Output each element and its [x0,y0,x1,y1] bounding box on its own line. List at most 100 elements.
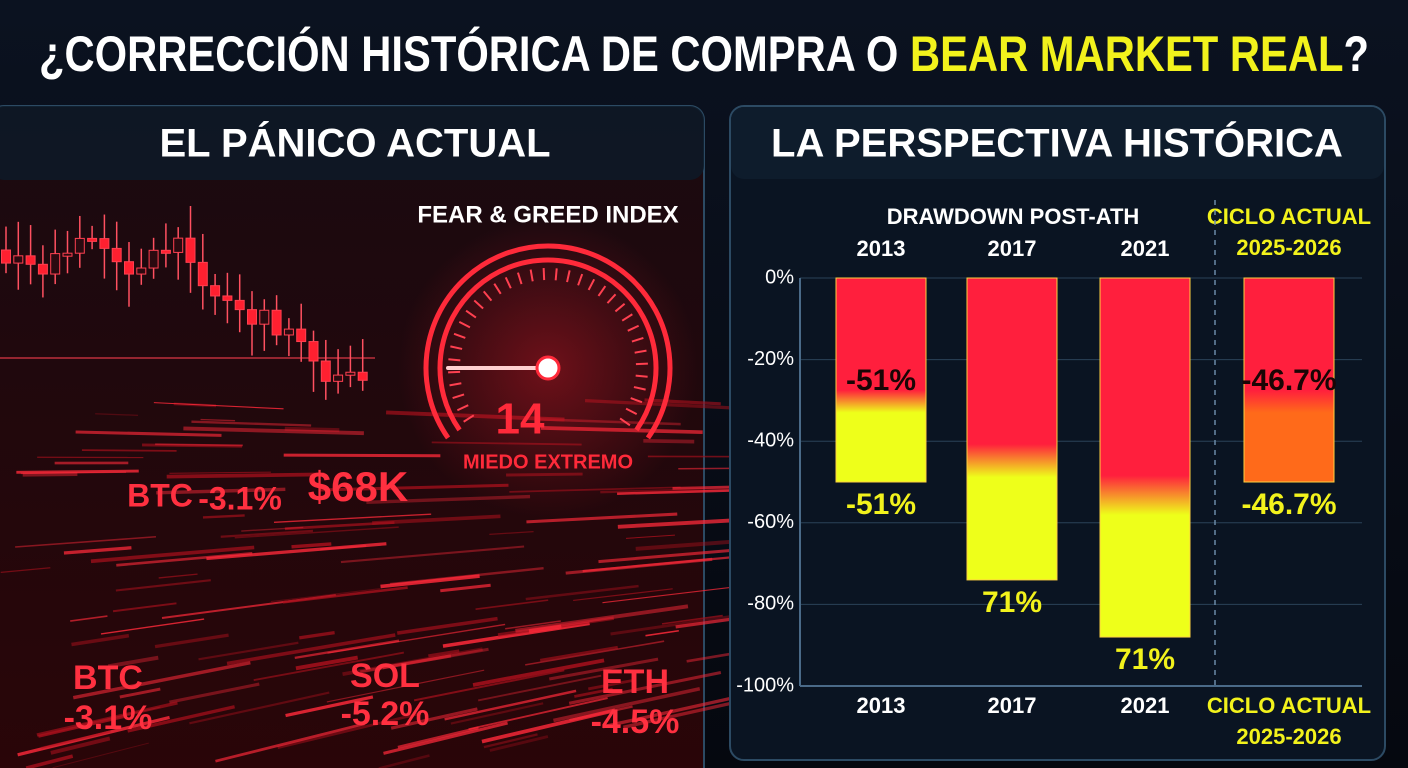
decor-streak [107,655,159,669]
decor-streak [191,420,312,427]
gauge [423,243,673,440]
gauge-tick [634,349,647,354]
decor-streak [70,615,108,622]
decor-streak [342,647,483,677]
decor-streak [539,645,618,662]
decor-streak [528,624,562,633]
decor-streak [25,754,74,768]
decor-streak [625,534,675,539]
decor-streak [284,426,340,433]
decor-streak [299,631,335,640]
decor-streak [270,588,381,603]
x-tick-label: 2021 [1121,693,1170,718]
decor-streak [189,691,330,725]
decor-streak [234,526,399,539]
gauge-tick [577,273,584,286]
decor-candle [247,309,257,325]
gauge-tick [630,397,643,404]
decor-streak [241,526,304,532]
decor-streak [155,443,243,447]
ticker-change: -4.5% [591,703,680,741]
decor-candle [160,249,171,254]
gauge-tick [619,417,631,427]
bar [966,277,1058,581]
decor-streak [95,413,139,416]
decor-candle [37,263,48,275]
decor-streak [390,707,478,730]
gauge-tick [516,272,523,285]
decor-streak [50,736,111,755]
gauge-tick [452,393,465,400]
decor-streak [153,402,284,410]
bar-label: 71% [982,586,1042,619]
y-tick-label: -20% [747,348,794,370]
gauge-tick [635,362,648,366]
decor-streak [81,449,177,452]
inner-label: -46.7% [1241,364,1336,397]
gauge-tick [587,278,596,291]
decor-candle [136,267,147,275]
decor-streak [0,567,51,573]
x-tick-label: 2013 [857,236,906,261]
decor-candle [111,247,122,263]
decor-streak [468,697,608,731]
gauge-tick [473,299,484,310]
gauge-tick [542,268,546,281]
decor-candle [25,255,36,265]
gauge-arc [423,243,673,440]
headline-change: -3.1% [198,480,282,516]
ticker-name: BTC [73,659,143,697]
decor-streak [568,671,722,705]
decor-streak [483,733,538,749]
decor-candle [1,249,11,264]
gauge-tick [453,332,466,339]
decor-streak [515,604,689,633]
decor-streak [116,551,253,567]
y-tick-label: -60% [747,511,794,533]
gauge-tick [554,268,558,281]
decor-candle [74,237,85,254]
decor-streak [450,702,544,725]
decor-streak [360,647,489,674]
decor-streak [220,529,314,538]
decor-streak [645,630,679,637]
decor-streak [154,633,229,649]
decor-streak [283,453,441,458]
decor-streak [472,658,605,687]
decor-streak [226,633,396,666]
y-tick-label: 0% [765,266,794,288]
x-tick-label: CICLO ACTUAL 2025-2026 [1207,204,1371,260]
decor-streak [413,669,565,702]
decor-candle [99,238,110,249]
decor-streak [553,687,701,723]
decor-streak [380,574,480,589]
decor-streak [75,430,222,437]
x-tick-label: 2013 [857,693,906,718]
decor-streak [183,426,364,436]
decor-streak [100,618,205,635]
decor-streak [442,621,590,648]
decor-streak [320,545,367,551]
decor-candle [271,309,282,336]
gauge-tick [493,283,502,295]
decor-candle [234,299,245,311]
chart: 0% -20% -40% -60% -80% -100% 2013 2013 -51% -51% 2… [736,200,1371,749]
decor-streak [200,418,236,422]
title-part: ? [1344,26,1369,82]
decor-candle [87,237,98,242]
decor-streak [661,614,723,625]
decor-streak [285,695,374,718]
decor-candle [259,309,270,325]
x-tick-label: 2017 [988,693,1037,718]
title-highlight: BEAR MARKET REAL [910,26,1344,82]
decor-candle [13,255,24,264]
decor-streak [198,641,299,661]
bar [1243,277,1335,483]
decor-streak [477,674,602,702]
decor-streak [383,721,508,755]
decor-streak [396,616,498,635]
price: $68K [308,463,408,510]
gauge-label: MIEDO EXTREMO [463,451,633,473]
decor-streak [63,546,132,555]
decor-streak [277,711,422,749]
